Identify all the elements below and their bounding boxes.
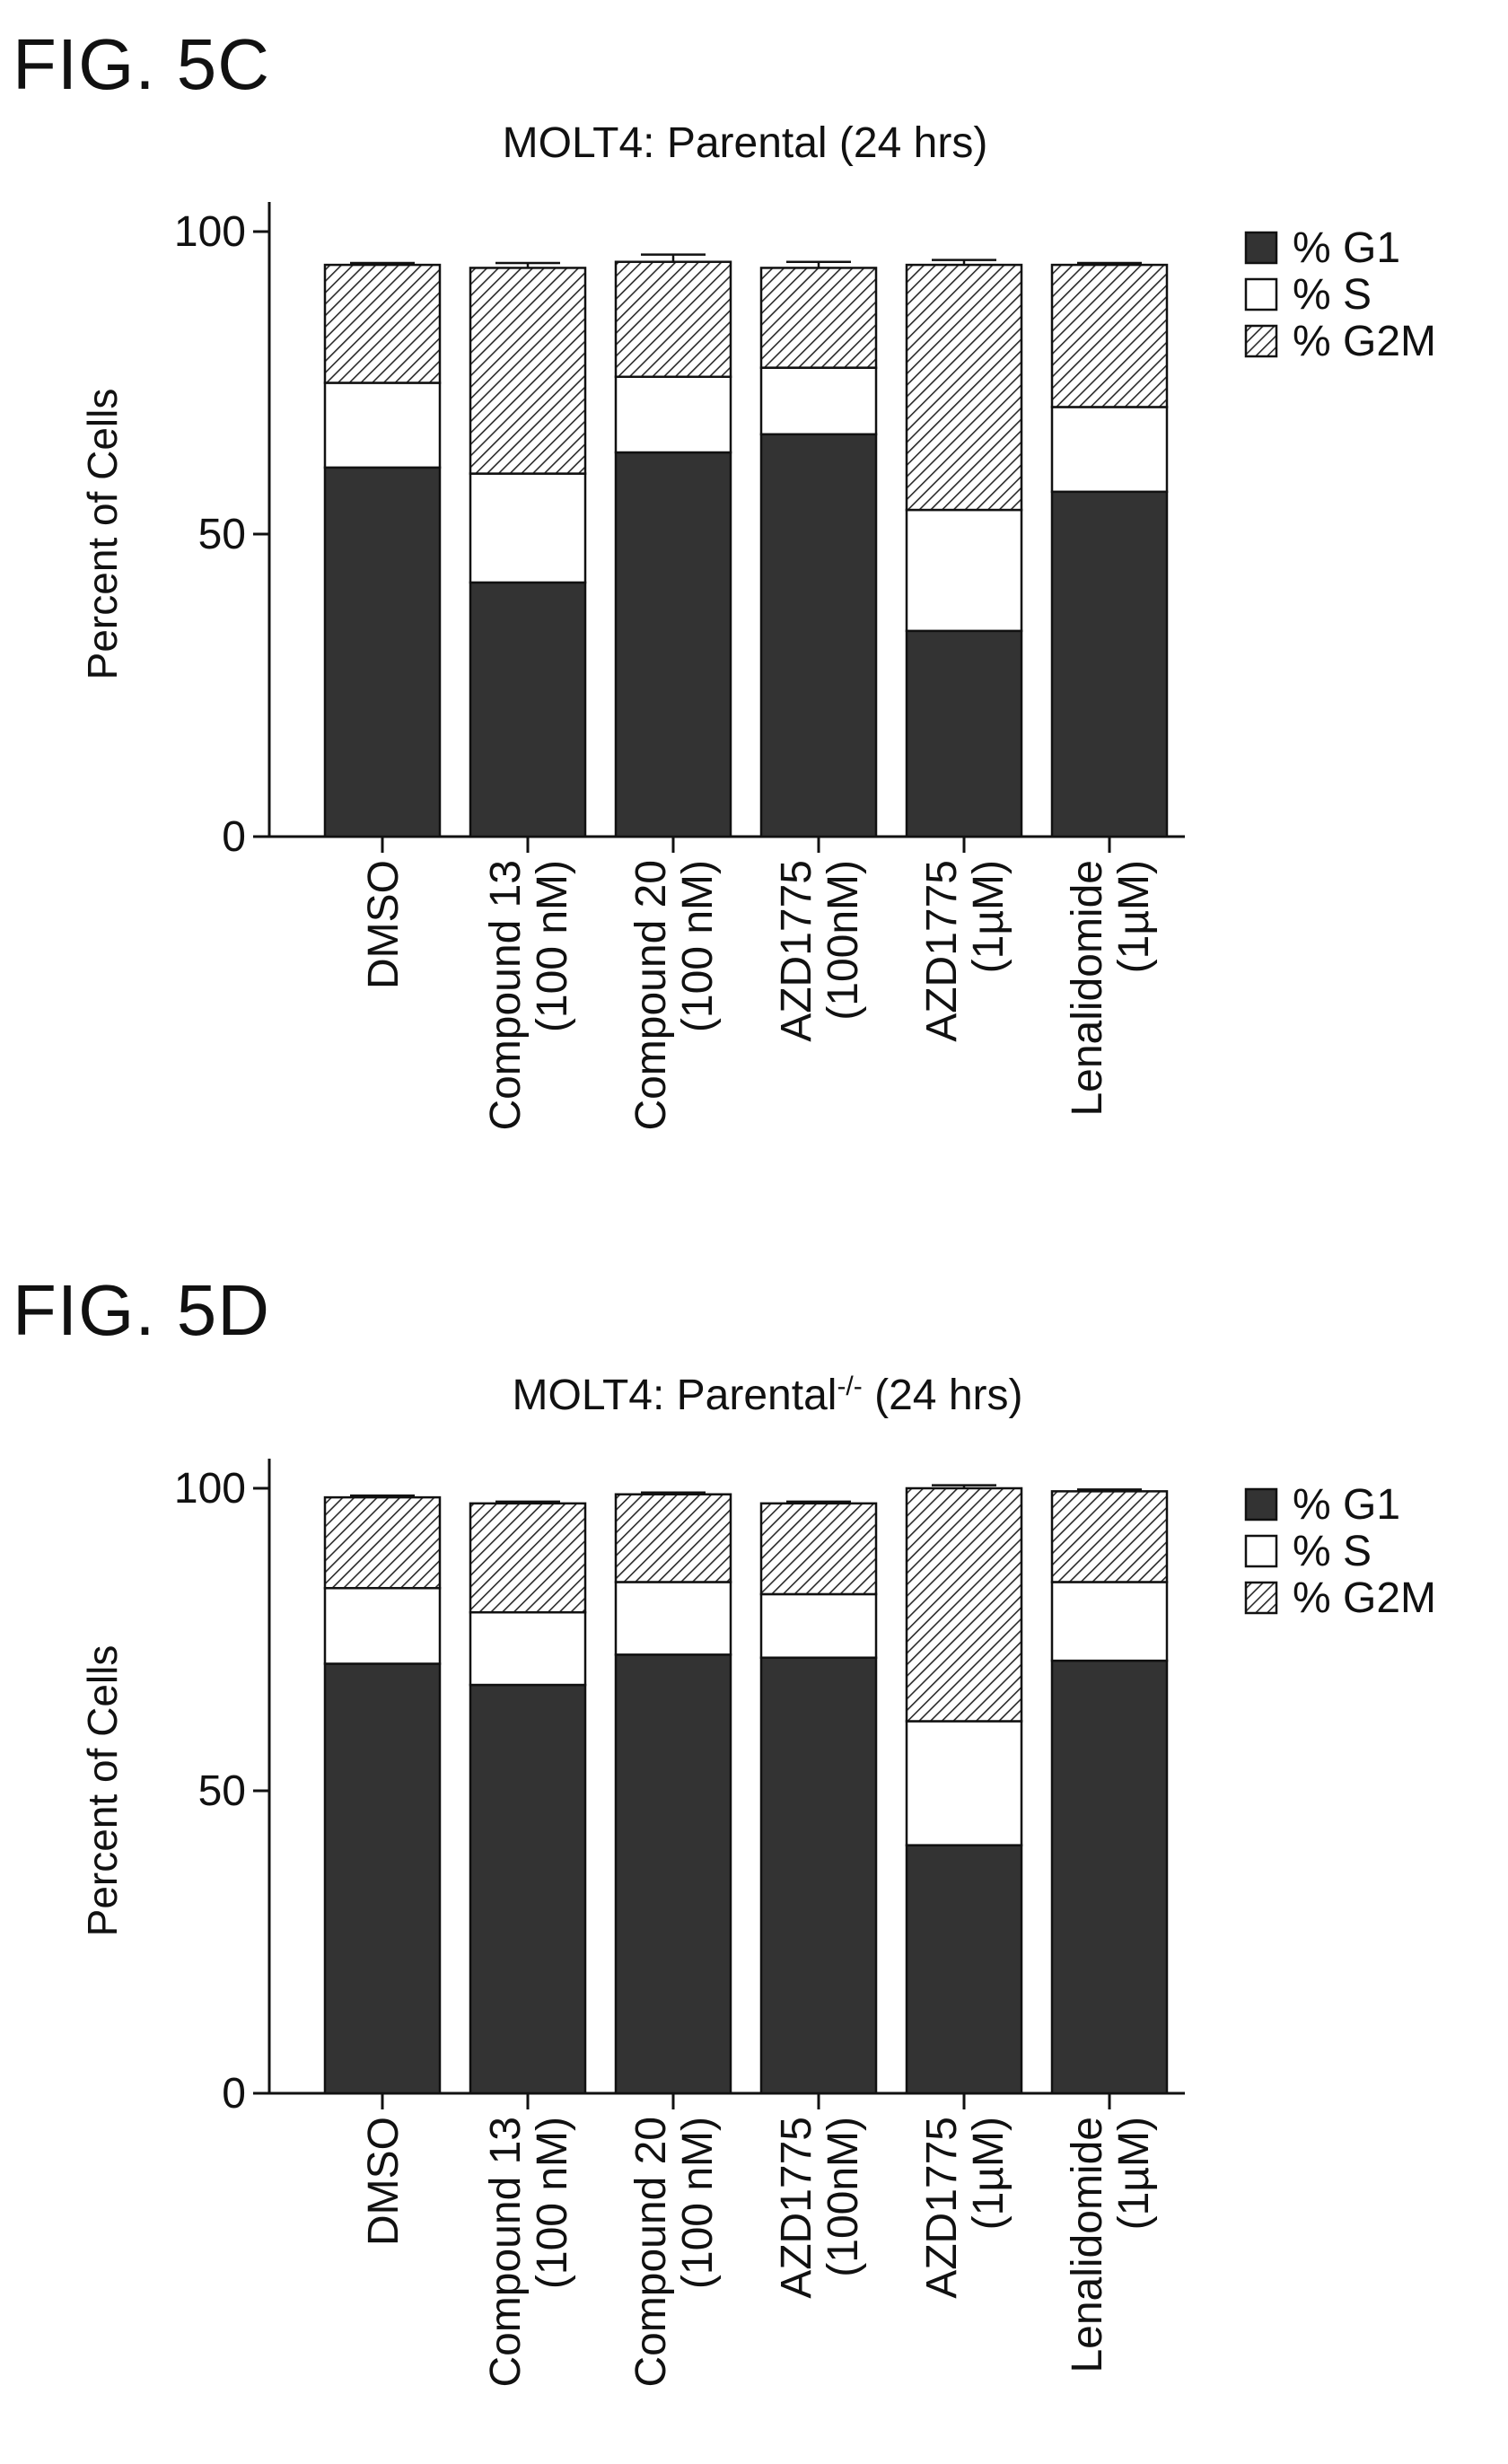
figure-label: FIG. 5D [13,1270,271,1350]
bar-s [1050,1581,1169,1662]
x-tick-label: Compound 13 [482,860,530,1131]
bar-s [323,381,442,469]
x-tick-label: (100 nM) [674,860,722,1032]
bar-g2m [614,260,732,379]
bar-g1 [905,629,1023,838]
bar-s [469,1610,587,1687]
x-tick-label: (100 nM) [529,860,576,1032]
bar-s [759,366,878,436]
chart-5d: MOLT4: Parental-/- (24 hrs) 0 50 100 Percent… [79,1372,1436,2388]
y-tick-label: 100 [174,208,246,256]
x-tick-label: (1µM) [965,2117,1013,2230]
bar-g1 [905,1844,1023,2095]
bar-g2m [614,1493,732,1583]
x-tick-label: AZD1775 [918,860,966,1042]
y-tick-label: 50 [198,511,246,558]
legend-swatch-g1 [1244,1487,1278,1521]
bar-g1 [323,1662,442,2095]
legend-swatch-g2m [1244,324,1278,358]
bar-g1 [759,433,878,838]
legend-label: % S [1293,271,1372,319]
y-tick-label: 0 [222,2070,246,2118]
bar-g1 [323,466,442,838]
x-tick-label: Compound 13 [482,2117,530,2388]
bar-g2m [323,1495,442,1590]
legend-label: % G2M [1293,318,1436,365]
x-tick-label: (100nM) [820,2117,867,2277]
x-tick-label: Lenalidomide [1064,860,1111,1117]
x-tick-label: (100nM) [820,860,867,1021]
bar-g2m [469,267,587,475]
legend-label: % G2M [1293,1574,1436,1622]
bar-g1 [469,1683,587,2095]
x-tick-label: DMSO [360,860,408,989]
bar-s [614,375,732,454]
y-tick-label: 50 [198,1767,246,1815]
y-axis-label: Percent of Cells [79,1645,126,1937]
x-tick-label: AZD1775 [918,2117,966,2299]
bar-g2m [759,1502,878,1596]
x-tick-label: Lenalidomide [1064,2117,1111,2373]
x-tick-label: DMSO [360,2117,408,2246]
x-tick-label: (100 nM) [674,2117,722,2289]
bar-s [759,1592,878,1659]
x-tick-label: (1µM) [1110,2117,1158,2230]
y-tick-label: 100 [174,1465,246,1513]
bar-s [905,508,1023,633]
x-tick-label: (100 nM) [529,2117,576,2289]
bar-s [323,1586,442,1665]
chart-title: MOLT4: Parental-/- (24 hrs) [513,1372,1023,1419]
x-tick-label: Compound 20 [627,860,675,1131]
bar-g2m [905,1486,1023,1723]
y-axis-label: Percent of Cells [79,389,126,680]
bar-g2m [905,263,1023,512]
chart-5c: MOLT4: Parental (24 hrs) 0 50 100 Percent of… [79,119,1436,1131]
bar-s [1050,406,1169,494]
legend-swatch-s [1244,277,1278,311]
legend-label: % G1 [1293,1481,1400,1529]
bar-g1 [614,1653,732,2095]
bar-g1 [1050,490,1169,838]
legend-swatch-g1 [1244,231,1278,265]
y-tick-label: 0 [222,813,246,861]
bar-s [469,472,587,584]
x-tick-label: Compound 20 [627,2117,675,2388]
legend-swatch-s [1244,1534,1278,1568]
bar-g2m [759,267,878,369]
legend-swatch-g2m [1244,1581,1278,1615]
legend-label: % S [1293,1528,1372,1575]
bar-g2m [469,1502,587,1614]
bar-s [614,1581,732,1656]
x-tick-label: AZD1775 [773,860,820,1042]
bar-s [905,1720,1023,1846]
chart-title: MOLT4: Parental (24 hrs) [503,119,988,167]
bar-g1 [469,581,587,838]
x-tick-label: (1µM) [1110,860,1158,973]
bar-g1 [614,451,732,838]
x-tick-label: AZD1775 [773,2117,820,2299]
bar-g1 [759,1656,878,2095]
figure-5d-panel: FIG. 5D MOLT4: Parental-/- (24 hrs) 0 50 10… [0,1257,1508,2464]
figure-label: FIG. 5C [13,24,271,104]
bar-g2m [323,263,442,384]
legend-label: % G1 [1293,224,1400,272]
bar-g2m [1050,263,1169,408]
figure-5c-panel: FIG. 5C MOLT4: Parental (24 hrs) 0 50 100 Pe… [13,24,1436,1131]
x-tick-label: (1µM) [965,860,1013,973]
bar-g2m [1050,1490,1169,1583]
bar-g1 [1050,1659,1169,2095]
